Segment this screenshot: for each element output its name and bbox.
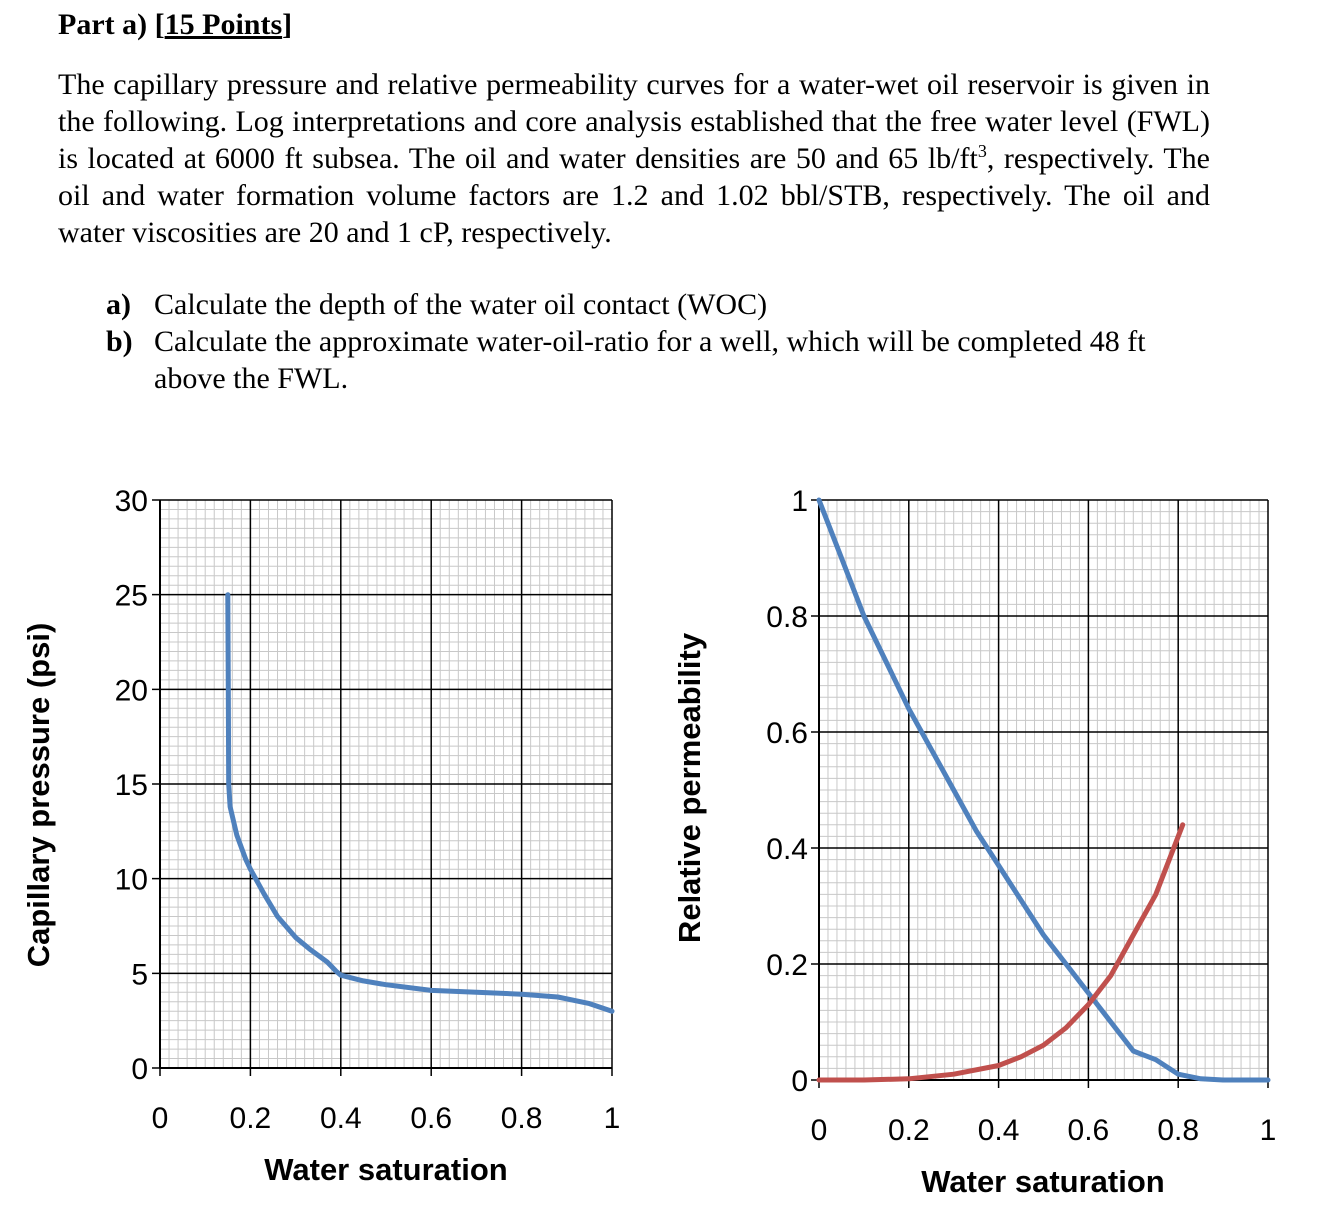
paragraph-text-2: , respectively. The oil and water format… — [58, 142, 1210, 249]
x-tick-label: 0.6 — [1068, 1114, 1110, 1147]
x-tick-label: 0 — [152, 1102, 169, 1135]
question-text: Calculate the depth of the water oil con… — [154, 288, 768, 321]
question-label: b) — [106, 325, 133, 358]
x-axis-label: Water saturation — [921, 1164, 1164, 1199]
krw-curve — [816, 822, 1186, 1083]
y-tick-label: 10 — [115, 864, 148, 897]
y-tick-label: 0.8 — [766, 601, 808, 634]
relative-permeability-chart: 0 0.2 0.4 0.6 0.8 1 0 0.2 0.4 0.6 0.8 1 Water satura… — [672, 485, 1276, 1199]
grid — [811, 499, 1269, 1088]
x-tick-label: 0.8 — [1157, 1114, 1199, 1147]
question-text: Calculate the approximate water-oil-rati… — [154, 325, 1146, 395]
x-tick-label: 0.6 — [410, 1102, 452, 1135]
x-tick-label: 0.4 — [978, 1114, 1020, 1147]
question-label: a) — [106, 288, 131, 321]
y-tick-label: 0.4 — [766, 833, 808, 866]
heading-suffix: ] — [282, 8, 293, 41]
y-tick-label: 1 — [791, 485, 808, 518]
question-list: a) Calculate the depth of the water oil c… — [106, 286, 1212, 397]
question-item: a) Calculate the depth of the water oil c… — [106, 286, 1212, 323]
paragraph-text-1: The capillary pressure and relative perm… — [58, 68, 1210, 175]
kro-curve — [816, 497, 1271, 1083]
y-tick-label: 0 — [131, 1053, 148, 1086]
y-tick-label: 0.6 — [766, 717, 808, 750]
y-tick-label: 5 — [131, 958, 148, 991]
y-axis-label: Capillary pressure (psi) — [21, 623, 56, 968]
y-tick-label: 15 — [115, 769, 148, 802]
heading-points: 15 Points — [164, 8, 283, 41]
heading-prefix: Part a) [ — [58, 8, 165, 41]
x-tick-label: 0.4 — [320, 1102, 362, 1135]
x-tick-label: 1 — [604, 1102, 621, 1135]
y-axis-label: Relative permeability — [672, 632, 707, 943]
y-tick-label: 20 — [115, 674, 148, 707]
grid — [152, 499, 613, 1076]
x-tick-label: 1 — [1260, 1114, 1277, 1147]
y-tick-label: 25 — [115, 580, 148, 613]
pc-curve — [225, 592, 615, 1014]
x-tick-label: 0.2 — [230, 1102, 272, 1135]
x-tick-label: 0 — [811, 1114, 828, 1147]
x-axis-label: Water saturation — [264, 1152, 507, 1187]
problem-paragraph: The capillary pressure and relative perm… — [58, 66, 1210, 251]
paragraph-superscript: 3 — [977, 141, 987, 161]
question-item: b) Calculate the approximate water-oil-ra… — [106, 323, 1212, 397]
part-heading: Part a) [15 Points] — [58, 8, 292, 42]
y-tick-label: 30 — [115, 485, 148, 518]
y-tick-label: 0.2 — [766, 949, 808, 982]
x-tick-label: 0.2 — [888, 1114, 930, 1147]
x-tick-label: 0.8 — [501, 1102, 543, 1135]
y-tick-label: 0 — [791, 1065, 808, 1098]
